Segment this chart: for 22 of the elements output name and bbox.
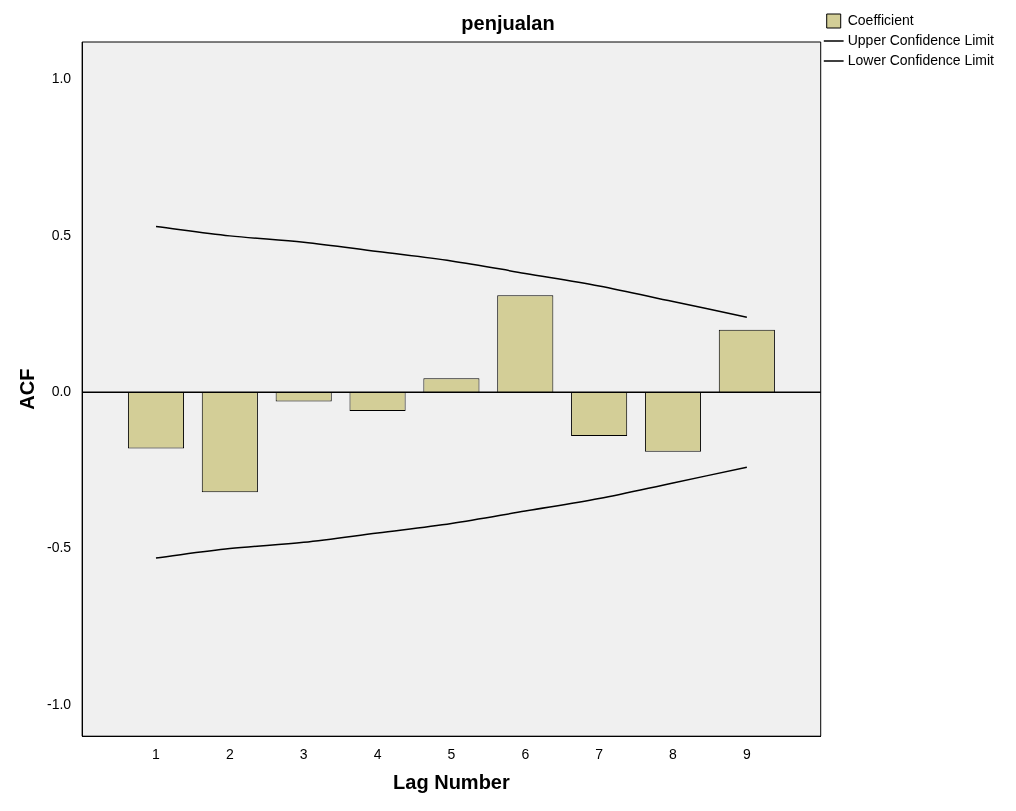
- y-tick-label: -0.5: [47, 539, 72, 556]
- legend-label: Coefficient: [847, 11, 914, 28]
- x-tick-label: 9: [742, 746, 751, 763]
- x-tick-label: 3: [299, 746, 308, 763]
- legend-label: Lower Confidence Limit: [847, 51, 995, 68]
- line-series: [155, 466, 748, 559]
- y-axis-title: ACF: [15, 368, 38, 410]
- x-tick-label: 7: [595, 746, 604, 763]
- y-tick-label: -1.0: [47, 695, 72, 712]
- x-tick-label: 4: [373, 746, 382, 763]
- x-tick-label: 5: [447, 746, 456, 763]
- x-tick-label: 8: [669, 746, 678, 763]
- line-series: [155, 225, 748, 318]
- x-tick-label: 1: [152, 746, 161, 763]
- y-tick-label: 1.0: [51, 70, 72, 87]
- legend-label: Upper Confidence Limit: [847, 31, 995, 48]
- y-tick-label: 0.0: [51, 383, 72, 400]
- x-tick-label: 6: [521, 746, 530, 763]
- y-tick-label: 0.5: [51, 226, 72, 243]
- x-axis-title: Lag Number: [393, 770, 510, 793]
- x-tick-label: 2: [225, 746, 234, 763]
- chart-title: penjualan: [461, 11, 555, 34]
